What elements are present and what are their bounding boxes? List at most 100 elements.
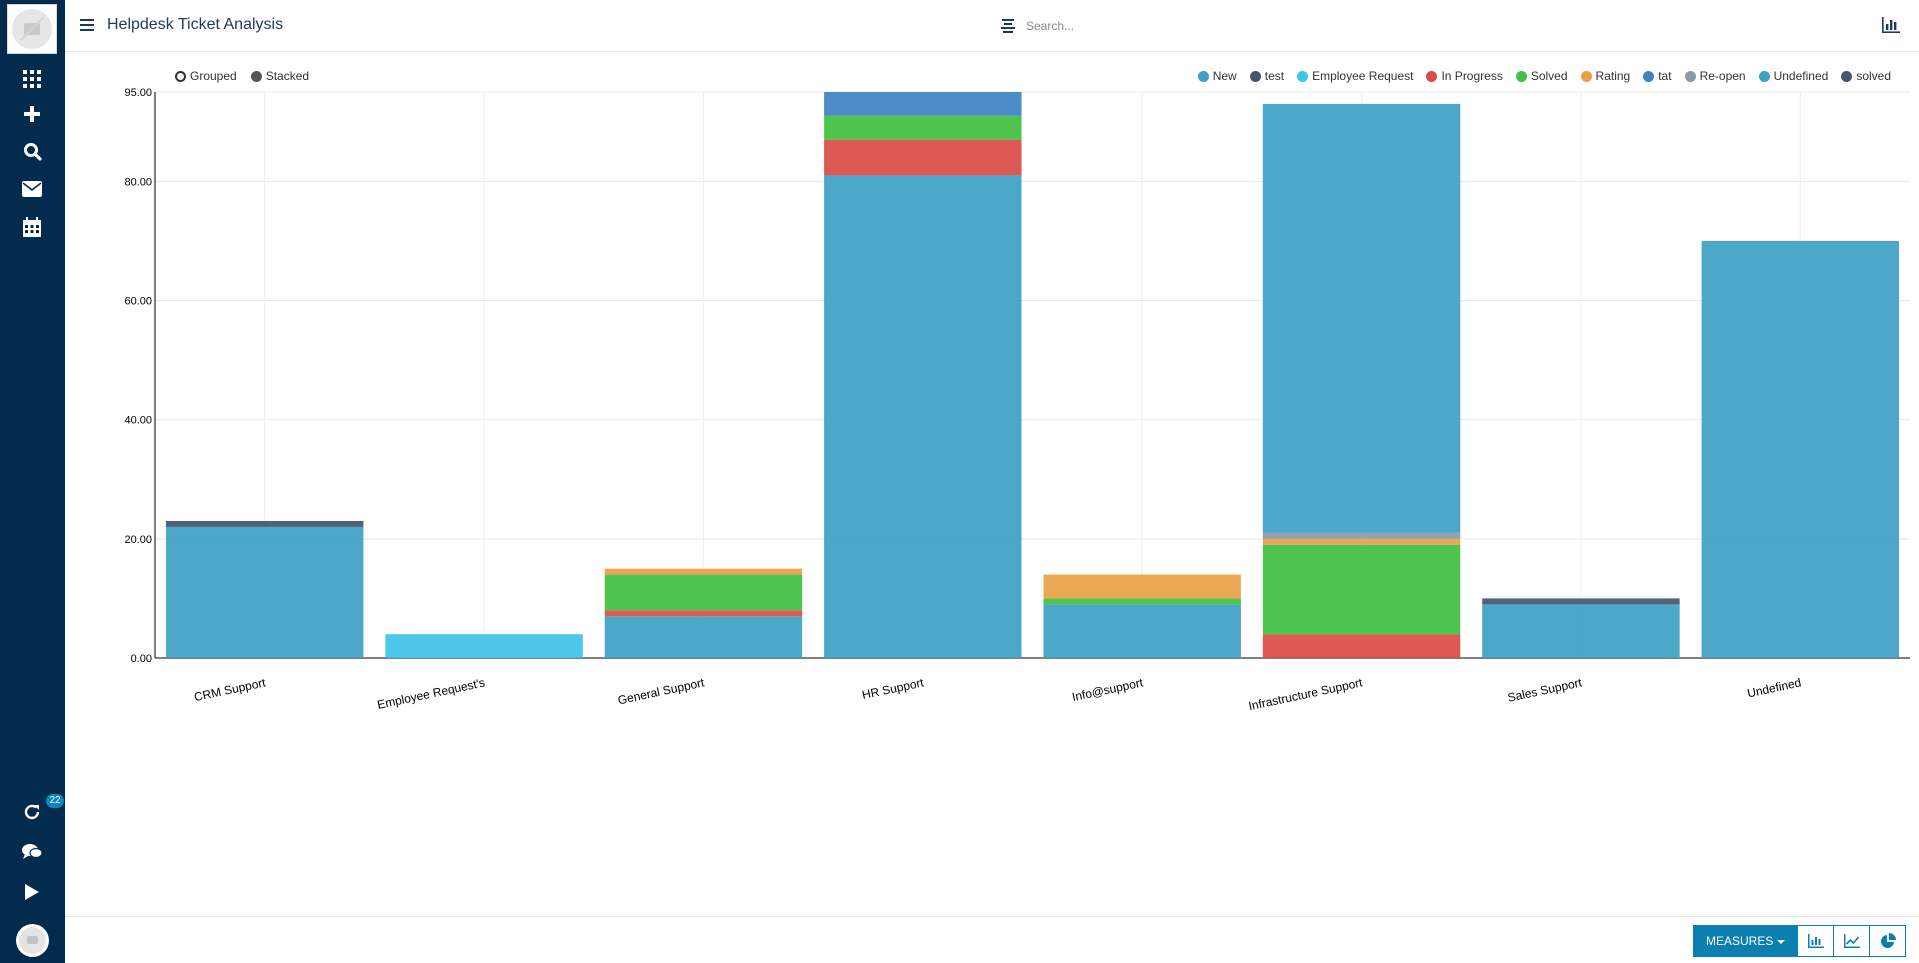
legend-item-employee-request[interactable]: Employee Request — [1297, 69, 1413, 83]
bar-segment-re-open[interactable] — [1262, 532, 1461, 539]
bar-segment-in-progress[interactable] — [824, 139, 1022, 176]
search-icon[interactable] — [17, 136, 47, 166]
radio-filled-icon — [250, 70, 262, 82]
x-tick-label: General Support — [616, 675, 706, 707]
legend-label: tat — [1658, 69, 1672, 83]
line-chart-mode-button[interactable] — [1833, 925, 1870, 957]
caret-down-icon — [1777, 940, 1786, 944]
bar-segment-solved[interactable] — [1262, 544, 1461, 635]
company-logo[interactable] — [7, 4, 57, 54]
x-tick-label: Infrastructure Support — [1247, 675, 1364, 713]
legend-label: Undefined — [1773, 69, 1829, 83]
envelope-icon[interactable] — [17, 174, 47, 204]
legend-color-dot — [1684, 70, 1696, 82]
bar-segment-rating[interactable] — [1262, 538, 1461, 545]
bar-segment-tat[interactable] — [824, 92, 1022, 116]
plus-icon[interactable] — [17, 99, 47, 129]
legend-label: Rating — [1595, 69, 1631, 83]
chart-mode-controls: Grouped Stacked — [175, 69, 309, 83]
legend-label: In Progress — [1441, 69, 1503, 83]
x-tick-label: Sales Support — [1506, 675, 1583, 705]
legend-label: test — [1264, 69, 1285, 83]
x-tick-label: Info@support — [1071, 675, 1145, 704]
y-tick-label: 0.00 — [131, 653, 152, 665]
legend-color-dot — [1249, 70, 1261, 82]
bar-segment-in-progress[interactable] — [604, 610, 803, 617]
grouped-toggle[interactable]: Grouped — [175, 69, 237, 83]
legend-item-undefined[interactable]: Undefined — [1758, 69, 1829, 83]
page-title: Helpdesk Ticket Analysis — [107, 16, 284, 33]
pie-chart-icon — [1880, 933, 1896, 948]
legend-label: Solved — [1530, 69, 1568, 83]
y-tick-label: 20.00 — [124, 534, 152, 546]
legend-label: Re-open — [1699, 69, 1746, 83]
user-avatar[interactable] — [16, 924, 49, 957]
hamburger-menu-icon[interactable] — [80, 17, 96, 33]
bar-segment-solved[interactable] — [604, 574, 803, 611]
pie-chart-mode-button[interactable] — [1869, 925, 1906, 957]
chat-icon[interactable] — [17, 837, 47, 867]
line-chart-icon — [1843, 934, 1860, 948]
bar-segment-new[interactable] — [1043, 604, 1241, 658]
bar-chart-icon — [1807, 934, 1824, 948]
legend-item-solved[interactable]: solved — [1841, 69, 1891, 83]
bar-segment-new[interactable] — [604, 616, 803, 658]
bar-segment-solved[interactable] — [824, 115, 1022, 140]
y-tick-label: 40.00 — [124, 415, 152, 427]
bar-segment-solved[interactable] — [1043, 598, 1241, 605]
x-tick-label: Employee Request's — [376, 675, 486, 711]
legend-color-dot — [1197, 70, 1209, 82]
bar-segment-rating[interactable] — [1043, 574, 1241, 599]
bar-segment-new[interactable] — [824, 175, 1022, 658]
refresh-icon[interactable]: 22 — [17, 794, 64, 827]
legend-item-in-progress[interactable]: In Progress — [1426, 69, 1503, 83]
x-tick-label: Undefined — [1746, 675, 1802, 700]
legend-color-dot — [1643, 70, 1655, 82]
legend-item-rating[interactable]: Rating — [1580, 69, 1631, 83]
grouped-label: Grouped — [190, 69, 237, 83]
legend-label: New — [1212, 69, 1237, 83]
stacked-label: Stacked — [265, 69, 310, 83]
legend-color-dot — [1758, 70, 1770, 82]
bar-segment-test[interactable] — [1482, 598, 1680, 605]
top-bar: Helpdesk Ticket Analysis — [65, 0, 1919, 52]
legend-color-dot — [1297, 70, 1309, 82]
search-input[interactable] — [1026, 15, 1326, 37]
x-tick-label: CRM Support — [193, 675, 268, 704]
legend-color-dot — [1580, 70, 1592, 82]
apps-grid-icon[interactable] — [17, 64, 47, 94]
bar-chart-mode-button[interactable] — [1797, 925, 1834, 957]
legend-item-new[interactable]: New — [1197, 69, 1237, 83]
bar-chart-view-icon[interactable] — [1882, 17, 1900, 33]
notification-badge: 22 — [46, 794, 64, 808]
legend-label: solved — [1856, 69, 1891, 83]
measures-button[interactable]: MEASURES — [1693, 925, 1799, 957]
y-tick-label: 60.00 — [124, 296, 152, 308]
bar-segment-new[interactable] — [165, 526, 364, 658]
legend-item-test[interactable]: test — [1249, 69, 1285, 83]
legend-item-solved[interactable]: Solved — [1515, 69, 1568, 83]
filter-icon[interactable] — [1000, 18, 1016, 34]
legend-color-dot — [1426, 70, 1438, 82]
legend-item-tat[interactable]: tat — [1643, 69, 1672, 83]
bar-segment-employee-request[interactable] — [385, 634, 583, 658]
bar-segment-undefined[interactable] — [1701, 240, 1900, 658]
bar-segment-new[interactable] — [1482, 604, 1680, 658]
legend-label: Employee Request — [1312, 69, 1414, 83]
calendar-icon[interactable] — [17, 212, 47, 242]
bar-segment-in-progress[interactable] — [1262, 634, 1461, 658]
placeholder-image-icon — [12, 9, 52, 49]
y-tick-label: 95.00 — [124, 87, 152, 99]
stacked-bar-chart: 0.00 20.00 40.00 60.00 80.00 95.00 CRM Support… — [124, 87, 1910, 713]
bar-segment-rating[interactable] — [604, 568, 803, 575]
stacked-toggle[interactable]: Stacked — [250, 69, 310, 83]
bar-segment-undefined[interactable] — [1262, 103, 1461, 533]
legend-item-re-open[interactable]: Re-open — [1684, 69, 1746, 83]
play-icon[interactable] — [17, 877, 47, 907]
bottom-bar: MEASURES — [65, 916, 1919, 963]
bar-segment-test[interactable] — [165, 520, 364, 527]
chart-legend: New test Employee Request In Progress Solved… — [1197, 69, 1891, 83]
legend-color-dot — [1515, 70, 1527, 82]
sidebar: 22 — [0, 0, 65, 963]
legend-color-dot — [1841, 70, 1853, 82]
